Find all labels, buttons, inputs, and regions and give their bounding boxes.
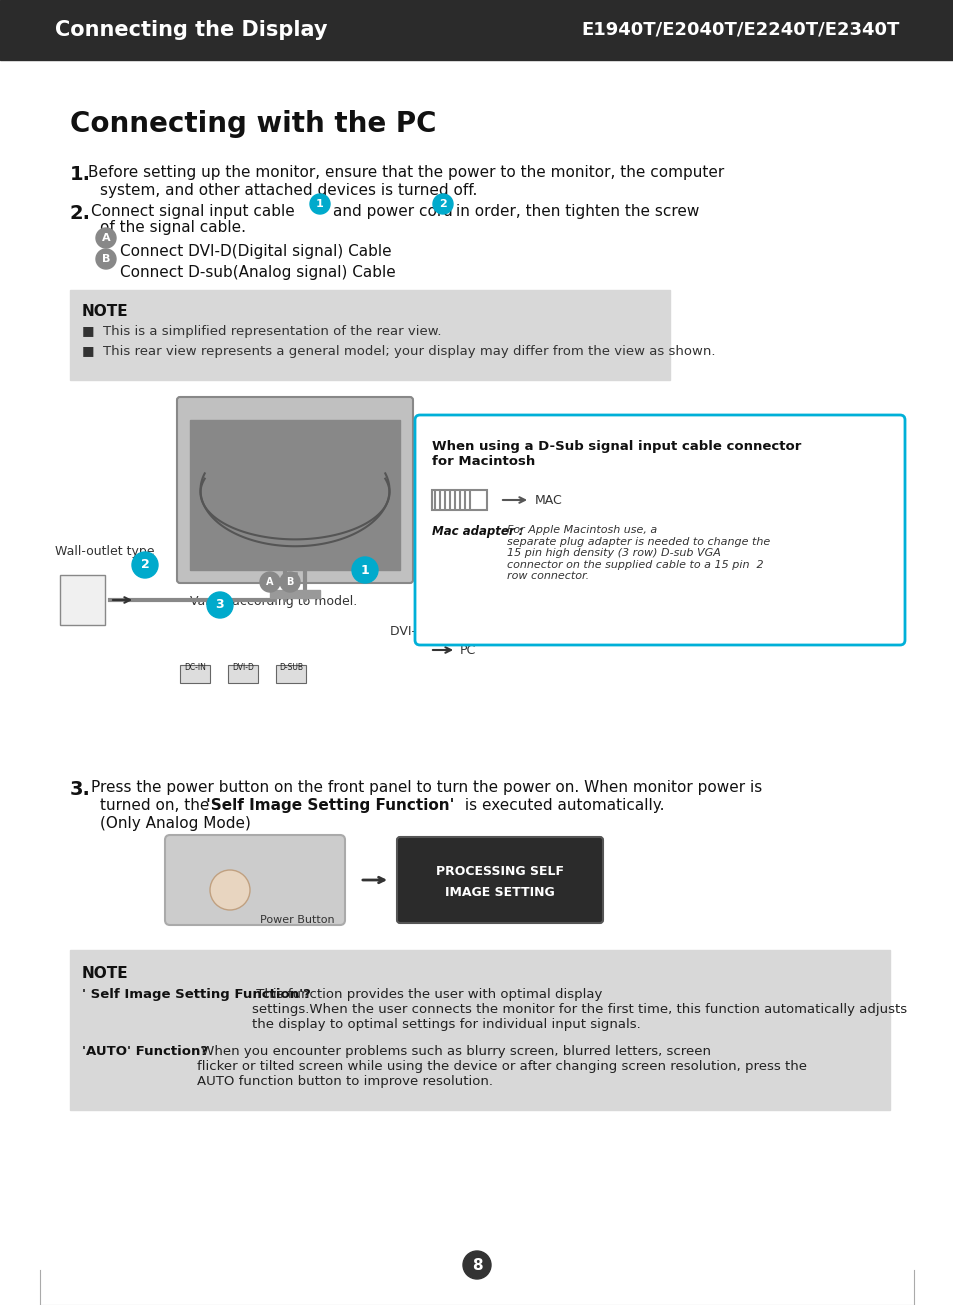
Text: B: B — [286, 577, 294, 587]
Text: DVI-D (This feature is not available in all countries.): DVI-D (This feature is not available in … — [390, 625, 713, 638]
Text: system, and other attached devices is turned off.: system, and other attached devices is tu… — [100, 183, 476, 198]
Text: in order, then tighten the screw: in order, then tighten the screw — [456, 204, 699, 219]
Text: of the signal cable.: of the signal cable. — [100, 221, 246, 235]
Text: is executed automatically.: is executed automatically. — [459, 797, 664, 813]
Text: PC: PC — [459, 624, 476, 637]
Text: DC-IN: DC-IN — [184, 663, 206, 672]
Text: Wall-outlet type: Wall-outlet type — [55, 545, 154, 559]
Circle shape — [352, 557, 377, 583]
Text: MAC: MAC — [535, 493, 562, 506]
Bar — [60, 576, 105, 625]
Text: 2: 2 — [438, 198, 446, 209]
Text: ■  This rear view represents a general model; your display may differ from the v: ■ This rear view represents a general mo… — [82, 345, 715, 358]
FancyBboxPatch shape — [165, 835, 345, 925]
Text: 2.: 2. — [70, 204, 91, 223]
Text: NOTE: NOTE — [82, 304, 129, 318]
Text: A: A — [102, 234, 111, 243]
Text: Connecting the Display: Connecting the Display — [55, 20, 327, 40]
Text: For Apple Macintosh use, a
separate plug adapter is needed to change the
15 pin : For Apple Macintosh use, a separate plug… — [506, 525, 769, 582]
Text: A: A — [266, 577, 274, 587]
Text: PC: PC — [459, 643, 476, 656]
Text: When using a D-Sub signal input cable connector
for Macintosh: When using a D-Sub signal input cable co… — [432, 440, 801, 468]
Text: This function provides the user with optimal display
settings.When the user conn: This function provides the user with opt… — [252, 988, 906, 1031]
Bar — [70, 950, 889, 1111]
Text: 'Self Image Setting Function': 'Self Image Setting Function' — [206, 797, 454, 813]
Text: Varies according to model.: Varies according to model. — [190, 595, 356, 608]
Circle shape — [96, 249, 116, 269]
Text: NOTE: NOTE — [82, 966, 129, 981]
Text: PROCESSING SELF
IMAGE SETTING: PROCESSING SELF IMAGE SETTING — [436, 865, 563, 899]
Text: 8: 8 — [471, 1258, 482, 1272]
Text: 1.: 1. — [70, 164, 91, 184]
FancyBboxPatch shape — [415, 415, 904, 645]
Circle shape — [207, 592, 233, 619]
Text: Mac adapter :: Mac adapter : — [432, 525, 527, 538]
Text: E1940T/E2040T/E2240T/E2340T: E1940T/E2040T/E2240T/E2340T — [581, 21, 899, 39]
Text: Connect signal input cable: Connect signal input cable — [91, 204, 294, 219]
Text: 1: 1 — [315, 198, 323, 209]
Text: Press the power button on the front panel to turn the power on. When monitor pow: Press the power button on the front pane… — [91, 780, 761, 795]
Text: 'AUTO' Function?: 'AUTO' Function? — [82, 1045, 208, 1058]
Text: and power cord: and power cord — [333, 204, 453, 219]
Text: D-SUB: D-SUB — [278, 663, 303, 672]
Text: When you encounter problems such as blurry screen, blurred letters, screen
flick: When you encounter problems such as blur… — [196, 1045, 806, 1088]
Text: DVI-D: DVI-D — [232, 663, 253, 672]
Text: (Only Analog Mode): (Only Analog Mode) — [100, 816, 251, 831]
Text: 1: 1 — [360, 564, 369, 577]
Text: 2: 2 — [140, 559, 150, 572]
Circle shape — [260, 572, 280, 592]
Text: Connect DVI-D(Digital signal) Cable: Connect DVI-D(Digital signal) Cable — [120, 244, 392, 258]
Text: Connect D-sub(Analog signal) Cable: Connect D-sub(Analog signal) Cable — [120, 265, 395, 281]
Bar — [0, 0, 953, 60]
Bar — [432, 489, 486, 510]
FancyBboxPatch shape — [177, 397, 413, 583]
Text: turned on, the: turned on, the — [100, 797, 214, 813]
Bar — [190, 420, 399, 570]
Circle shape — [132, 552, 158, 578]
Circle shape — [96, 228, 116, 248]
Text: Connecting with the PC: Connecting with the PC — [70, 110, 436, 138]
Bar — [180, 666, 210, 683]
Bar — [275, 666, 306, 683]
Circle shape — [280, 572, 299, 592]
Circle shape — [310, 194, 330, 214]
Text: 3.: 3. — [70, 780, 91, 799]
Text: Before setting up the monitor, ensure that the power to the monitor, the compute: Before setting up the monitor, ensure th… — [88, 164, 723, 180]
Text: ' Self Image Setting Function'?: ' Self Image Setting Function'? — [82, 988, 311, 1001]
Text: 3: 3 — [215, 599, 224, 612]
Circle shape — [210, 870, 250, 910]
Circle shape — [462, 1251, 491, 1279]
Text: Power Button: Power Button — [260, 915, 335, 925]
Bar — [270, 590, 319, 598]
Bar — [228, 666, 257, 683]
Text: ■  This is a simplified representation of the rear view.: ■ This is a simplified representation of… — [82, 325, 441, 338]
FancyBboxPatch shape — [396, 837, 602, 923]
Text: B: B — [102, 254, 111, 264]
Circle shape — [433, 194, 453, 214]
Bar — [70, 290, 669, 380]
